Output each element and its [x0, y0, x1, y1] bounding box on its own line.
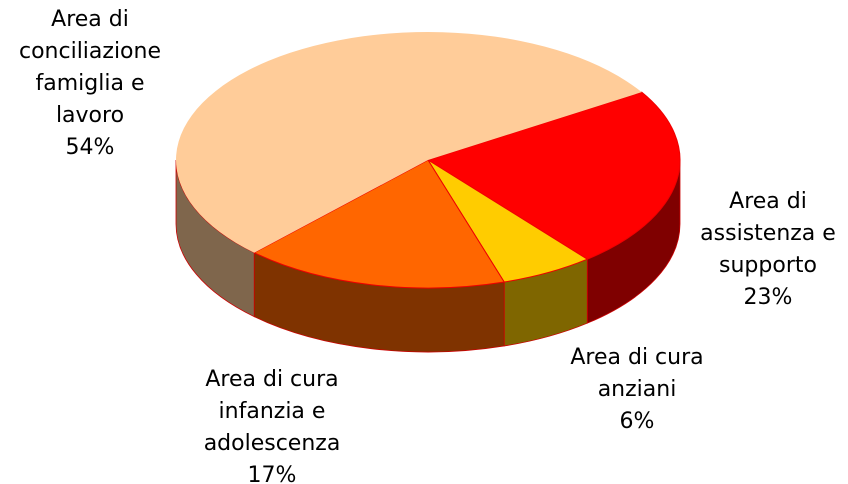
value-label: 23%	[743, 285, 793, 310]
slice	[253, 159, 506, 289]
slice	[426, 91, 681, 260]
value-label: 17%	[247, 463, 297, 484]
category-label: Area di conciliazione famiglia e lavoro	[18, 7, 161, 128]
category-label: Area di assistenza e supporto	[700, 189, 836, 278]
category-label: Area di cura anziani	[570, 345, 704, 402]
slice-label: Area di cura infanzia e adolescenza 17%	[162, 364, 382, 484]
slice-label: Area di conciliazione famiglia e lavoro 5…	[0, 4, 200, 164]
slice	[176, 32, 642, 253]
value-label: 6%	[619, 409, 655, 434]
value-label: 54%	[65, 135, 115, 160]
category-label: Area di cura infanzia e adolescenza	[203, 367, 341, 456]
slice-label: Area di cura anziani 6%	[527, 342, 747, 438]
slice-label: Area di assistenza e supporto 23%	[658, 186, 848, 314]
